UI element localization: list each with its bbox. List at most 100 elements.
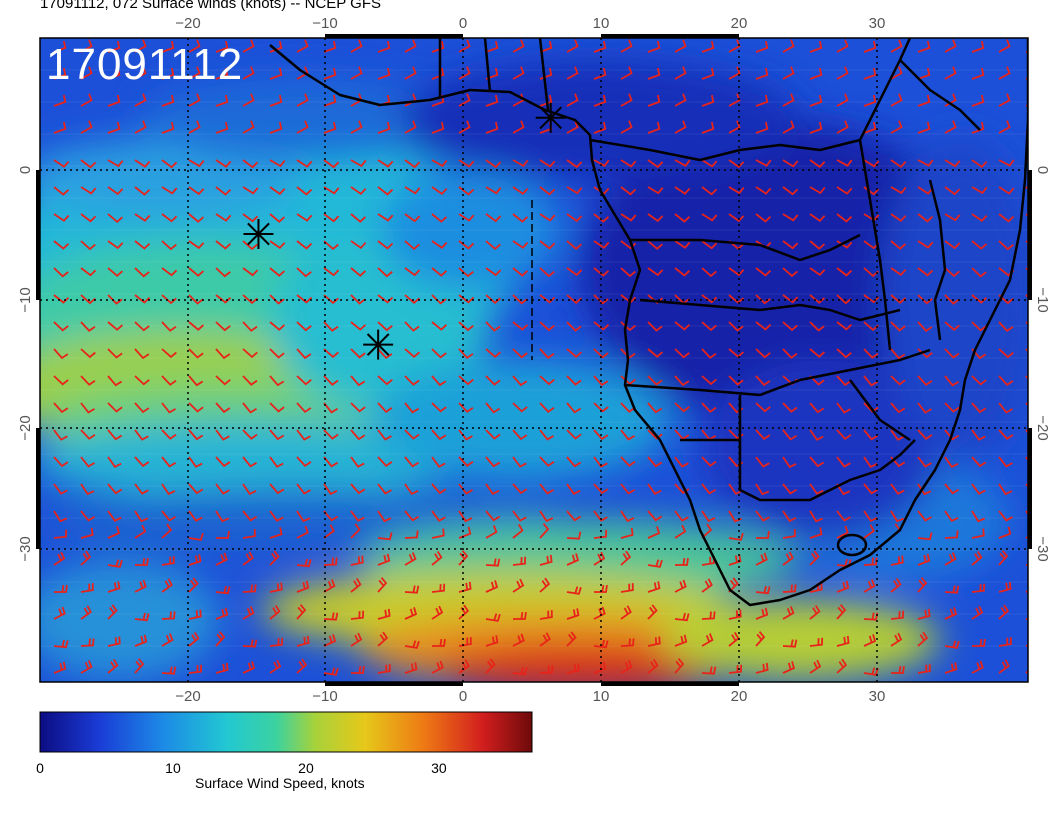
wind-barb	[107, 348, 123, 359]
wind-barb	[566, 66, 579, 80]
wind-barb	[755, 552, 768, 566]
wind-barb	[917, 510, 932, 522]
wind-barb	[188, 375, 204, 387]
wind-barb	[458, 510, 473, 523]
wind-barb	[944, 213, 961, 222]
wind-barb	[782, 294, 799, 304]
wind-barb	[620, 240, 637, 250]
wind-barb	[701, 578, 713, 593]
wind-barb	[107, 267, 123, 277]
wind-barb	[755, 121, 769, 134]
wind-barb	[890, 321, 906, 332]
wind-barb	[242, 39, 255, 53]
wind-barb	[917, 664, 931, 674]
wind-barb	[782, 213, 799, 222]
wind-barb	[53, 375, 69, 386]
wind-barb	[485, 40, 499, 53]
wind-barb	[215, 267, 231, 278]
wind-barb	[512, 240, 529, 249]
wind-barb	[431, 213, 448, 223]
wind-barb	[53, 294, 70, 304]
wind-barb	[620, 483, 635, 495]
wind-barb	[404, 321, 420, 332]
wind-barb	[107, 67, 121, 80]
wind-barb	[755, 483, 770, 496]
wind-barb	[539, 456, 555, 467]
wind-barb	[782, 186, 799, 196]
wind-barb	[215, 607, 229, 620]
wind-barb	[242, 456, 258, 468]
lat-tick-right: −30	[1034, 536, 1051, 561]
wind-barb	[80, 66, 93, 80]
wind-barb	[917, 40, 931, 53]
wind-barb	[809, 213, 826, 223]
wind-barb	[620, 583, 634, 593]
wind-barb	[53, 121, 67, 134]
wind-barb	[296, 93, 309, 107]
wind-barb	[269, 294, 285, 305]
wind-barb	[755, 159, 772, 167]
wind-barb	[269, 402, 285, 413]
wind-barb	[350, 321, 367, 331]
wind-barb	[458, 604, 470, 620]
wind-barb	[971, 267, 987, 278]
wind-barb	[216, 530, 230, 539]
wind-barb	[728, 348, 745, 358]
wind-barb	[917, 429, 933, 441]
wind-barb	[863, 510, 878, 523]
wind-barb	[755, 375, 771, 387]
wind-barb	[242, 402, 258, 414]
wind-barb	[53, 40, 67, 53]
wind-barb	[485, 321, 501, 332]
wind-barb	[755, 662, 769, 674]
wind-barb	[917, 456, 932, 468]
wind-barb	[593, 121, 607, 134]
wind-barb	[890, 348, 906, 360]
wind-barb	[107, 240, 124, 250]
wind-barb	[647, 526, 661, 539]
wind-barb	[674, 634, 688, 647]
lat-tick-left: 0	[17, 166, 34, 174]
wind-barb	[485, 121, 499, 134]
wind-barb	[620, 120, 633, 134]
lon-tick-bottom: 30	[869, 688, 886, 705]
wind-barb	[971, 240, 988, 250]
wind-barb	[809, 321, 825, 332]
wind-barb	[350, 510, 365, 522]
wind-barb	[512, 267, 529, 277]
wind-barb	[431, 583, 446, 593]
wind-barb	[215, 483, 230, 495]
wind-barb	[512, 186, 529, 195]
wind-barb	[566, 294, 582, 304]
wind-barb	[782, 402, 798, 413]
wind-barb	[836, 93, 849, 107]
wind-barb	[539, 240, 556, 250]
wind-barb	[512, 523, 524, 539]
date-stamp: 17091112	[46, 40, 244, 89]
wind-barb	[53, 321, 69, 332]
wind-barb	[188, 159, 205, 168]
wind-barb	[620, 527, 634, 539]
wind-barb	[296, 658, 308, 674]
wind-barb	[188, 348, 204, 359]
wind-barb	[593, 483, 609, 495]
wind-barb	[53, 240, 70, 250]
colorbar-tick-label: 30	[431, 760, 447, 776]
wind-barb	[620, 159, 637, 168]
wind-barb	[80, 583, 94, 593]
wind-barb	[944, 375, 960, 387]
wind-barb	[593, 67, 607, 80]
wind-barb	[107, 321, 124, 331]
wind-barb	[512, 402, 528, 413]
wind-barb	[53, 348, 69, 360]
wind-barb	[404, 186, 421, 195]
wind-barb	[188, 39, 201, 53]
wind-barb	[296, 240, 313, 250]
wind-barb	[161, 40, 175, 53]
wind-barb	[485, 429, 501, 440]
wind-barb	[323, 213, 340, 223]
wind-barb	[674, 375, 690, 387]
wind-barb	[161, 159, 178, 169]
wind-barb	[971, 402, 987, 414]
wind-barb	[863, 159, 880, 168]
